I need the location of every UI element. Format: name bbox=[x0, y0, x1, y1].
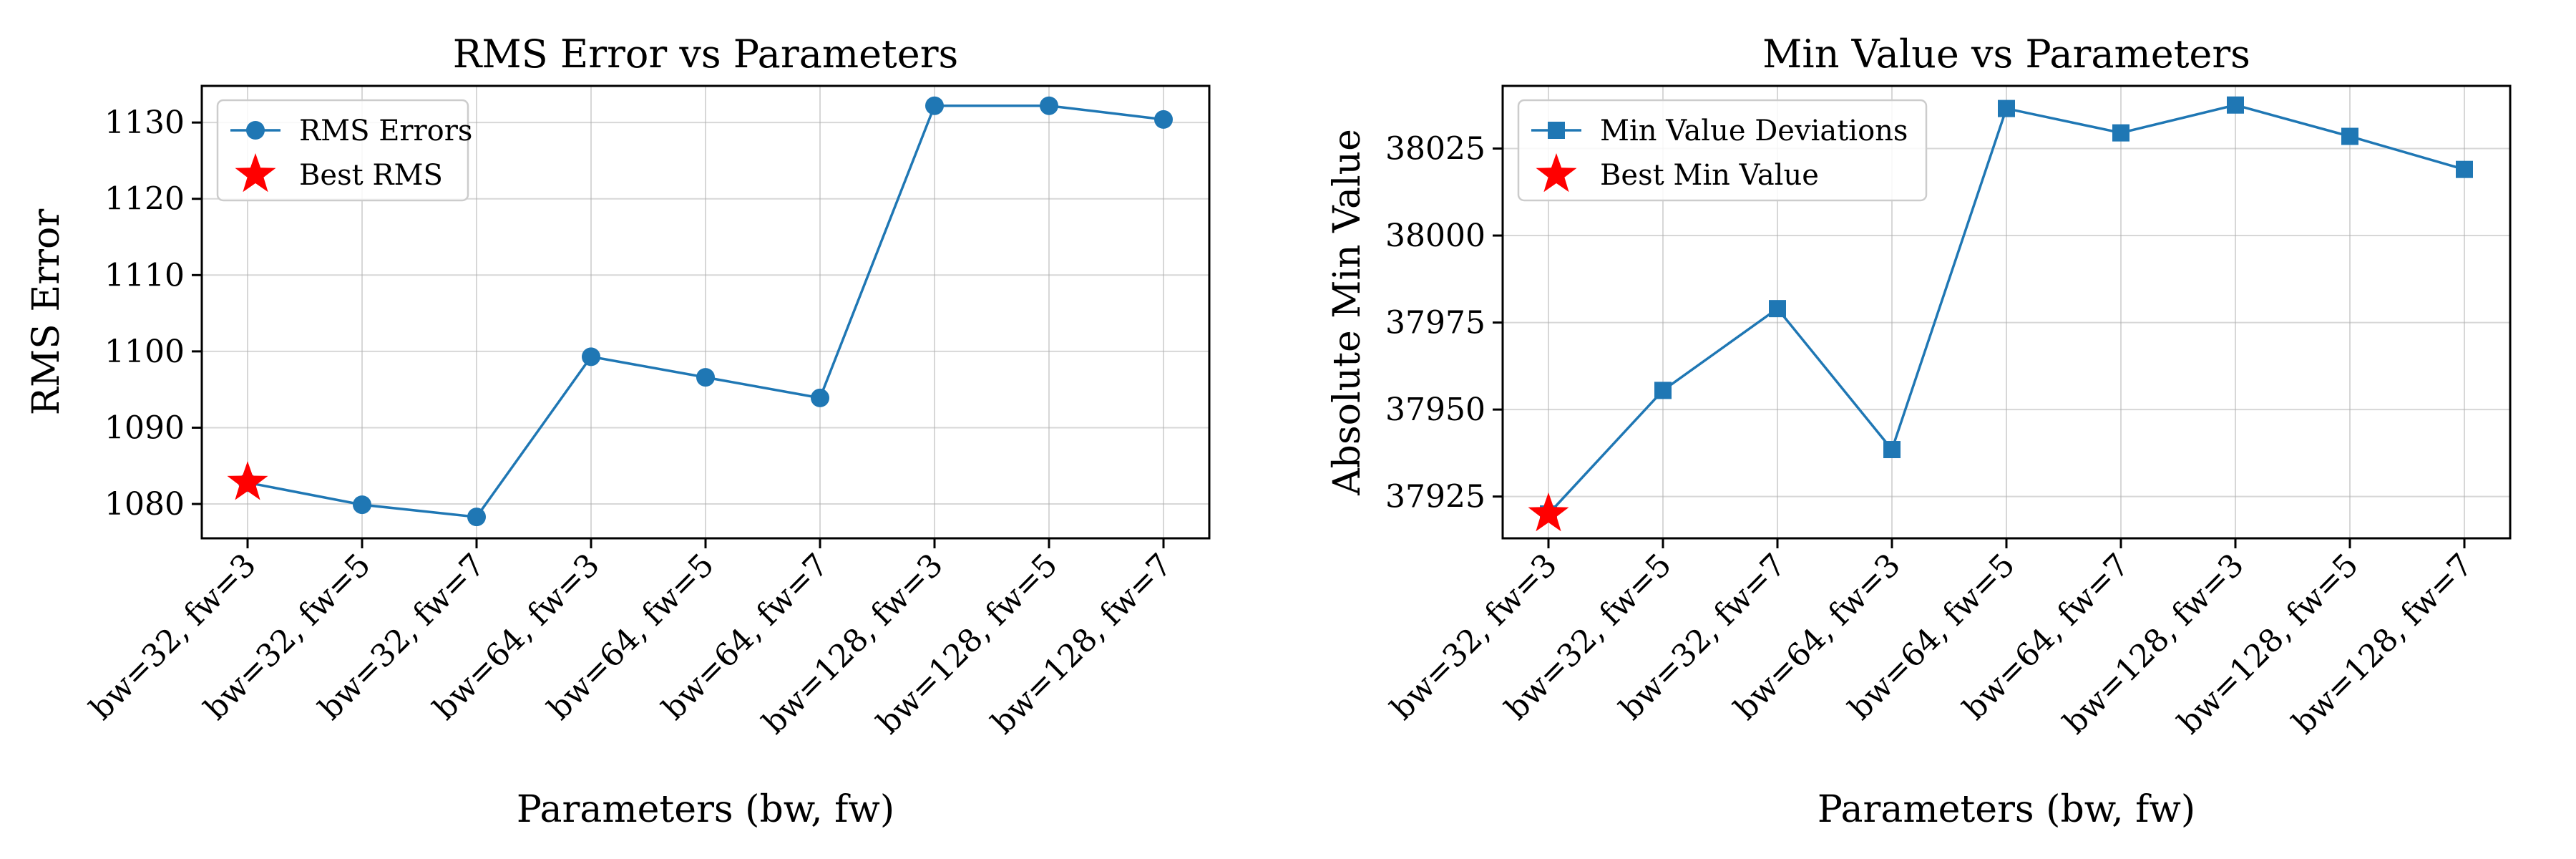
chart-2-point-2 bbox=[1769, 300, 1786, 318]
chart-2-legend-marker bbox=[1548, 122, 1565, 139]
chart-1-point-7 bbox=[1040, 96, 1058, 115]
chart-1-legend-best-marker bbox=[235, 153, 276, 193]
chart-1-legend: RMS Errors Best RMS bbox=[216, 99, 472, 202]
chart-1-ytick-label-0: 1080 bbox=[104, 486, 185, 523]
chart-2-xlabel: Parameters (bw, fw) bbox=[1818, 788, 2195, 831]
chart-2-point-3 bbox=[1883, 441, 1901, 459]
chart-1-point-6 bbox=[925, 96, 944, 115]
chart-1-grid bbox=[202, 86, 1209, 538]
chart-2-ytick-label-4: 38025 bbox=[1385, 131, 1485, 168]
chart-1-ytick-label-1: 1090 bbox=[104, 409, 185, 446]
chart-1-point-8 bbox=[1154, 110, 1173, 129]
chart-2-ytick-label-3: 38000 bbox=[1385, 218, 1485, 254]
chart-2-ylabel: Absolute Min Value bbox=[1326, 129, 1369, 496]
chart-1-legend-label-best: Best RMS bbox=[299, 159, 443, 192]
chart-1-ylabel: RMS Error bbox=[25, 209, 68, 416]
chart-2-ytick-label-2: 37975 bbox=[1385, 305, 1485, 341]
chart-1-legend-marker bbox=[246, 121, 265, 140]
chart-2-point-8 bbox=[2456, 160, 2473, 178]
chart-2-legend: Min Value Deviations Best Min Value bbox=[1517, 99, 1928, 202]
chart-1-legend-label-series: RMS Errors bbox=[299, 115, 472, 147]
chart-2-title: Min Value vs Parameters bbox=[1762, 31, 2250, 77]
chart-2-legend-label-best: Best Min Value bbox=[1600, 159, 1819, 192]
chart-1-point-2 bbox=[467, 508, 486, 527]
chart-1-ytick-label-5: 1130 bbox=[104, 105, 185, 141]
chart-1-ytick-label-3: 1110 bbox=[104, 257, 185, 293]
chart-2-legend-label-series: Min Value Deviations bbox=[1600, 115, 1908, 147]
chart-2-ytick-label-0: 37925 bbox=[1385, 479, 1485, 515]
chart-1-best-marker bbox=[227, 461, 268, 500]
chart-1-point-4 bbox=[696, 368, 715, 387]
chart-1-ytick-label-4: 1120 bbox=[104, 181, 185, 218]
chart-1-xlabel: Parameters (bw, fw) bbox=[517, 788, 894, 831]
chart-2-legend-box bbox=[1517, 99, 1928, 202]
chart-2-point-1 bbox=[1654, 382, 1672, 399]
chart-2-ytick-label-1: 37950 bbox=[1385, 392, 1485, 428]
chart-1-plot-frame bbox=[200, 84, 1211, 540]
chart-1-point-5 bbox=[811, 388, 829, 407]
chart-1-point-1 bbox=[353, 495, 371, 515]
chart-2-point-7 bbox=[2341, 127, 2358, 145]
chart-2-point-4 bbox=[1998, 100, 2015, 117]
chart-2-legend-best-marker bbox=[1536, 153, 1577, 193]
chart-1-ytick-label-2: 1100 bbox=[104, 334, 185, 370]
chart-2-point-5 bbox=[2112, 124, 2129, 142]
chart-1-legend-box bbox=[216, 99, 469, 202]
chart-2-point-6 bbox=[2227, 96, 2244, 114]
chart-1-point-3 bbox=[582, 347, 600, 367]
chart-1-series-1 bbox=[238, 96, 1173, 527]
chart-2-plot-frame bbox=[1501, 84, 2512, 540]
chart-2-best-marker bbox=[1528, 492, 1569, 532]
chart-1-title: RMS Error vs Parameters bbox=[453, 31, 958, 77]
